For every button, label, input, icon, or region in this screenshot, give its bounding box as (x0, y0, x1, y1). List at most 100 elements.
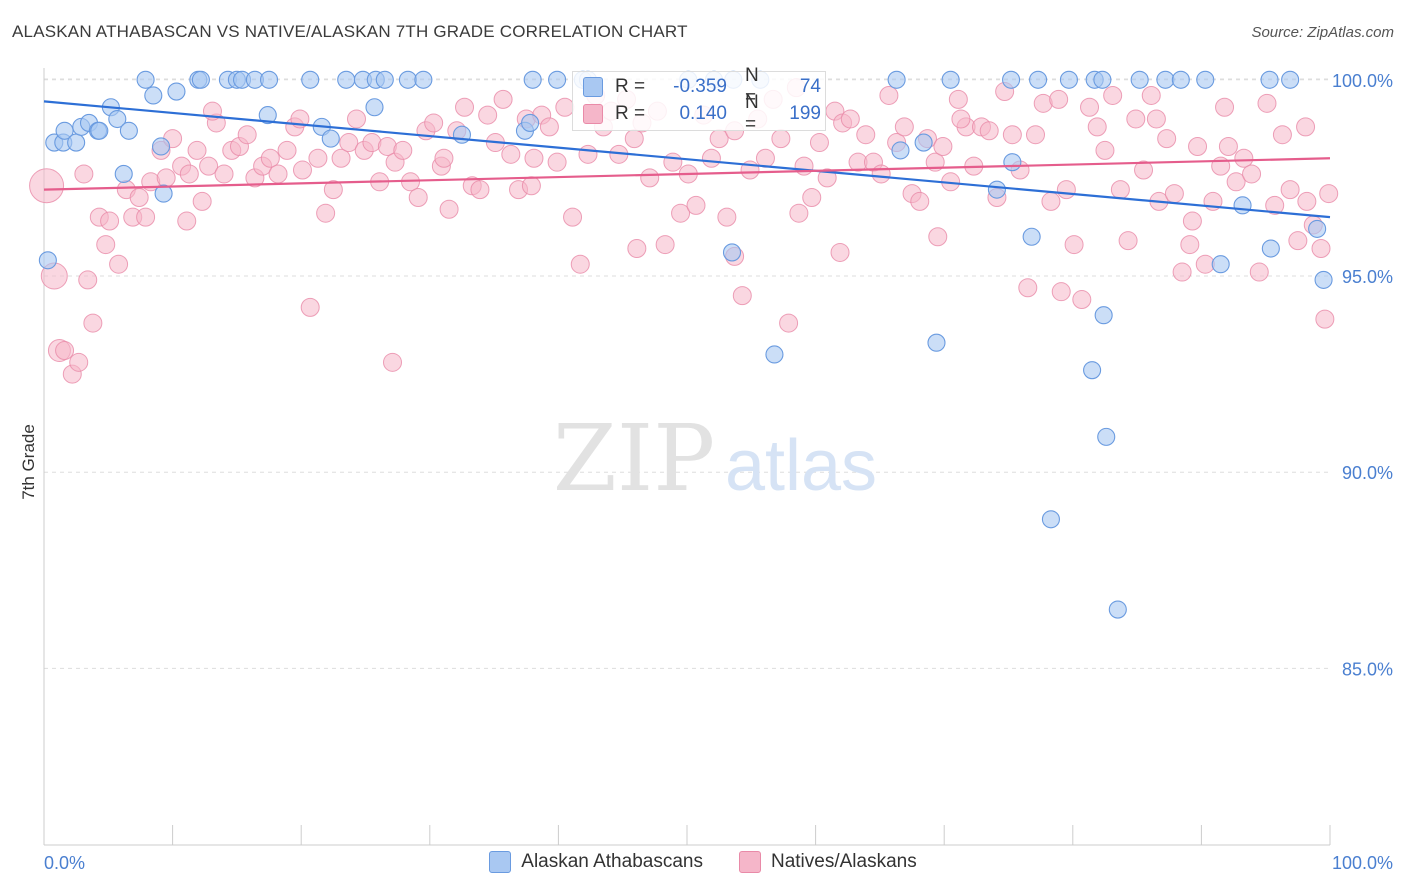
athabascans-point (414, 70, 433, 89)
athabascans-point (108, 109, 127, 129)
athabascans-point (927, 333, 946, 352)
athabascans-point (1059, 70, 1078, 89)
athabascans-point (452, 125, 472, 144)
legend-item-athabascans[interactable]: Alaskan Athabascans (489, 851, 703, 873)
natives-point (156, 168, 176, 188)
natives-point (393, 140, 413, 160)
natives-point (339, 133, 359, 153)
natives-point (732, 286, 752, 306)
stats-swatch-blue (583, 77, 603, 97)
natives-point (951, 109, 971, 129)
athabascans-point (1308, 219, 1327, 238)
natives-point (1272, 125, 1292, 145)
natives-point (1172, 262, 1192, 282)
athabascans-point (1261, 239, 1280, 258)
watermark-atlas: atlas (725, 426, 877, 506)
legend-item-natives[interactable]: Natives/Alaskans (738, 851, 917, 873)
natives-point (539, 117, 559, 137)
athabascans-point (1171, 70, 1190, 89)
athabascans-point (55, 121, 74, 140)
athabascans-point (167, 82, 186, 101)
x-tick-label: 0.0% (44, 853, 85, 873)
natives-point (802, 188, 822, 207)
natives-point (671, 203, 691, 223)
natives-point (408, 188, 428, 207)
natives-point (1141, 85, 1161, 105)
natives-point (29, 168, 65, 204)
natives-point (129, 188, 149, 207)
athabascans-point (1003, 153, 1022, 172)
natives-point (187, 140, 207, 160)
natives-point (871, 164, 891, 184)
natives-trend-line (43, 157, 1331, 191)
natives-point (1311, 239, 1331, 259)
y-tick-label: 95.0% (1342, 267, 1393, 287)
watermark-zip: ZIP (553, 405, 715, 512)
natives-point (933, 136, 953, 156)
athabascans-point (38, 251, 57, 270)
natives-point (1051, 282, 1071, 302)
legend: Alaskan Athabascans Natives/Alaskans (0, 851, 1406, 873)
athabascans-point (1196, 70, 1215, 89)
natives-point (1218, 136, 1238, 156)
natives-point (1064, 235, 1084, 255)
stats-n-label: N = (745, 65, 759, 108)
natives-point (237, 125, 257, 145)
natives-point (925, 152, 945, 172)
natives-point (1215, 97, 1235, 117)
y-axis-label: 7th Grade (19, 424, 38, 500)
natives-point (1041, 191, 1061, 211)
natives-point (686, 195, 706, 215)
athabascans-point (1002, 70, 1021, 89)
stats-n-label: N = (745, 92, 759, 135)
y-tick-label: 85.0% (1342, 659, 1393, 679)
natives-point (840, 109, 860, 129)
athabascans-point (1083, 361, 1102, 380)
stats-swatch-pink (583, 104, 603, 124)
athabascans-point (259, 70, 279, 89)
stats-r-label: R = (615, 76, 646, 97)
natives-point (1146, 109, 1166, 129)
natives-point (100, 211, 120, 231)
natives-point (910, 191, 930, 211)
natives-point (268, 164, 288, 184)
natives-point (894, 117, 914, 137)
natives-point (717, 207, 737, 227)
stats-n-value: 74 (799, 76, 821, 97)
y-tick-label: 90.0% (1342, 463, 1393, 483)
athabascans-point (321, 129, 340, 148)
athabascans-trend-line (43, 100, 1331, 219)
natives-point (547, 152, 567, 172)
athabascans-point (722, 243, 742, 262)
athabascans-point (154, 184, 173, 203)
natives-point (83, 313, 103, 333)
legend-swatch-blue (489, 851, 512, 873)
legend-label: Natives/Alaskans (770, 851, 917, 872)
natives-point (1265, 195, 1285, 215)
natives-point (1164, 184, 1184, 204)
natives-point (817, 168, 837, 188)
natives-point (96, 235, 116, 255)
athabascans-point (1041, 510, 1060, 529)
natives-point (524, 148, 544, 168)
natives-point (455, 97, 475, 117)
athabascans-point (891, 141, 910, 160)
natives-point (701, 148, 721, 168)
chart-title: ALASKAN ATHABASCAN VS NATIVE/ALASKAN 7TH… (12, 22, 688, 41)
natives-point (493, 89, 513, 109)
natives-point (809, 133, 829, 153)
natives-point (655, 235, 675, 255)
natives-point (1134, 160, 1154, 180)
athabascans-point (1094, 306, 1113, 325)
natives-point (300, 297, 320, 317)
natives-point (928, 227, 948, 247)
athabascans-point (258, 106, 277, 125)
natives-point (563, 207, 583, 227)
source-label: Source: ZipAtlas.com (1251, 24, 1394, 41)
legend-swatch-pink (738, 851, 761, 873)
natives-point (1118, 231, 1138, 251)
stats-row-natives: R = 0.140 N = 199 (583, 92, 821, 135)
natives-point (1249, 262, 1269, 282)
athabascans-point (1029, 70, 1048, 89)
